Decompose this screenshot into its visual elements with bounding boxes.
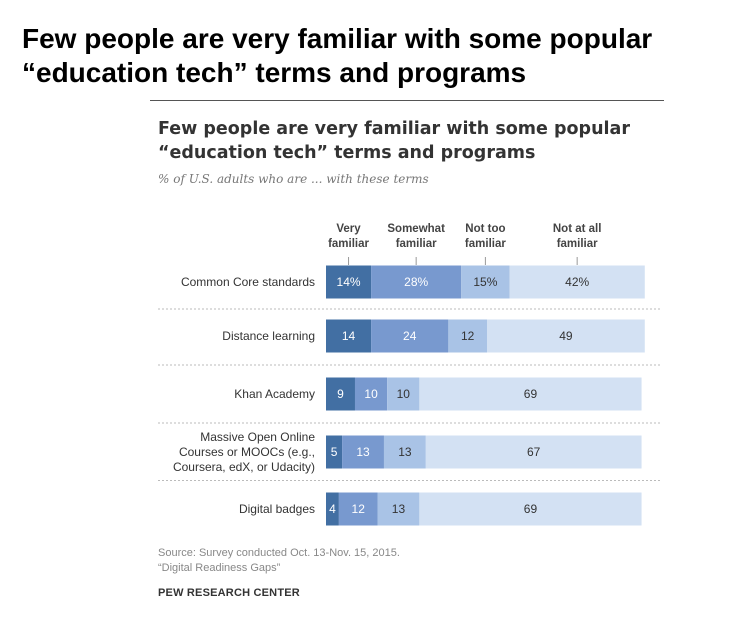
data-label-3-1: 13 xyxy=(356,445,370,459)
data-label-2-3: 69 xyxy=(524,387,538,401)
bar-segment-2-1 xyxy=(354,377,388,411)
data-label-0-3: 42% xyxy=(565,275,589,289)
series-header-3-line-0: Not at all xyxy=(553,223,602,235)
series-header-1-line-1: familiar xyxy=(396,238,437,250)
series-header-0-line-1: familiar xyxy=(328,238,369,250)
bar-segment-1-2 xyxy=(448,319,487,353)
series-header-2-line-0: Not too xyxy=(465,223,505,235)
data-label-1-0: 14 xyxy=(342,329,356,343)
data-label-3-2: 13 xyxy=(398,445,412,459)
bar-segment-0-1 xyxy=(371,265,462,299)
organization-name: PEW RESEARCH CENTER xyxy=(158,587,300,599)
data-label-2-0: 9 xyxy=(337,387,344,401)
data-label-4-2: 13 xyxy=(392,502,406,516)
data-label-3-0: 5 xyxy=(331,445,338,459)
data-label-4-0: 4 xyxy=(329,502,336,516)
chart-subtitle: % of U.S. adults who are ... with these … xyxy=(158,172,429,186)
bar-segment-2-3 xyxy=(419,377,642,411)
bar-segment-1-0 xyxy=(326,319,372,353)
chart-title-line-2: “education tech” terms and programs xyxy=(158,143,536,163)
data-label-4-1: 12 xyxy=(352,502,366,516)
bar-segment-4-2 xyxy=(377,492,420,526)
bar-segment-3-1 xyxy=(342,435,384,469)
category-label-3-line-2: Coursera, edX, or Udacity) xyxy=(173,460,315,474)
data-label-0-1: 28% xyxy=(404,275,428,289)
bar-segment-2-2 xyxy=(387,377,420,411)
bar-segment-4-1 xyxy=(338,492,378,526)
series-header-2-line-1: familiar xyxy=(465,238,506,250)
headline: Few people are very familiar with some p… xyxy=(22,23,653,88)
bar-segment-0-0 xyxy=(326,265,372,299)
bar-segment-0-3 xyxy=(509,265,645,299)
data-label-1-3: 49 xyxy=(559,329,573,343)
series-header-0-line-0: Very xyxy=(336,223,361,235)
bar-segment-3-3 xyxy=(425,435,642,469)
data-label-0-2: 15% xyxy=(473,275,497,289)
bar-segment-3-0 xyxy=(326,435,343,469)
data-label-1-2: 12 xyxy=(461,329,475,343)
data-label-0-0: 14% xyxy=(337,275,361,289)
series-header-1-line-0: Somewhat xyxy=(387,223,445,235)
data-label-4-3: 69 xyxy=(524,502,538,516)
category-label-1: Distance learning xyxy=(222,329,315,343)
chart-title: Few people are very familiar with some p… xyxy=(158,117,658,165)
bar-segment-1-1 xyxy=(371,319,449,353)
data-label-1-1: 24 xyxy=(403,329,417,343)
report-name: “Digital Readiness Gaps” xyxy=(158,562,281,574)
data-label-3-3: 67 xyxy=(527,445,541,459)
category-label-2: Khan Academy xyxy=(234,387,315,401)
category-label-3-line-1: Courses or MOOCs (e.g., xyxy=(179,445,315,459)
category-label-3-line-0: Massive Open Online xyxy=(200,430,315,444)
data-label-2-1: 10 xyxy=(364,387,378,401)
category-label-0: Common Core standards xyxy=(181,275,315,289)
category-label-4: Digital badges xyxy=(239,502,315,516)
bar-segment-0-2 xyxy=(461,265,510,299)
series-header-3-line-1: familiar xyxy=(557,238,598,250)
bar-segment-4-3 xyxy=(419,492,642,526)
bar-segment-2-0 xyxy=(326,377,355,411)
source-note: Source: Survey conducted Oct. 13-Nov. 15… xyxy=(158,547,400,559)
bar-segment-4-0 xyxy=(326,492,339,526)
chart-title-line-1: Few people are very familiar with some p… xyxy=(158,119,630,139)
top-rule xyxy=(150,100,664,101)
data-label-2-2: 10 xyxy=(397,387,411,401)
bar-segment-3-2 xyxy=(383,435,426,469)
bar-segment-1-3 xyxy=(487,319,645,353)
